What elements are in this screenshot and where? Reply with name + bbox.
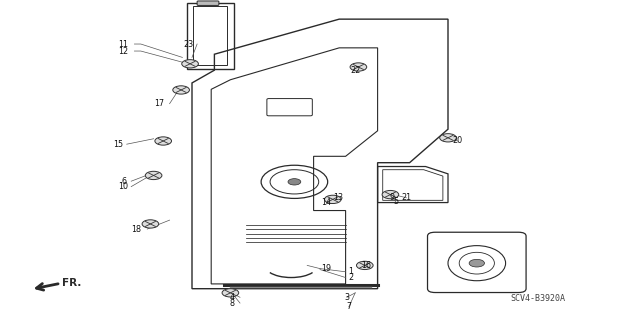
Text: 8: 8 — [230, 299, 235, 308]
Circle shape — [356, 261, 373, 270]
Text: 4: 4 — [230, 293, 235, 302]
Text: 5: 5 — [393, 197, 398, 206]
Text: 10: 10 — [118, 182, 129, 191]
Text: 23: 23 — [184, 40, 194, 48]
Text: 7: 7 — [346, 302, 351, 311]
Text: 11: 11 — [118, 40, 129, 48]
Text: 15: 15 — [113, 140, 124, 149]
Text: 21: 21 — [401, 193, 412, 202]
Text: 3: 3 — [344, 293, 349, 302]
Text: 9: 9 — [389, 193, 394, 202]
Text: SCV4-B3920A: SCV4-B3920A — [510, 294, 565, 303]
Circle shape — [173, 86, 189, 94]
Circle shape — [324, 195, 341, 204]
Text: 16: 16 — [361, 261, 371, 270]
Text: 22: 22 — [350, 66, 360, 75]
FancyBboxPatch shape — [197, 1, 219, 5]
Circle shape — [382, 190, 399, 199]
Text: 18: 18 — [131, 225, 141, 234]
Circle shape — [469, 259, 484, 267]
Text: 2: 2 — [348, 273, 353, 282]
Text: 1: 1 — [348, 267, 353, 276]
Circle shape — [145, 171, 162, 180]
Text: 17: 17 — [154, 99, 164, 108]
Text: FR.: FR. — [62, 278, 81, 288]
Circle shape — [182, 60, 198, 68]
Circle shape — [288, 179, 301, 185]
Text: 20: 20 — [452, 137, 463, 145]
Text: 19: 19 — [321, 264, 332, 273]
Text: 14: 14 — [321, 198, 332, 207]
Circle shape — [222, 289, 239, 297]
Text: 6: 6 — [121, 177, 126, 186]
Text: 13: 13 — [333, 193, 343, 202]
Text: 12: 12 — [118, 47, 129, 56]
Circle shape — [350, 63, 367, 71]
Circle shape — [142, 220, 159, 228]
Circle shape — [155, 137, 172, 145]
Circle shape — [440, 134, 456, 142]
